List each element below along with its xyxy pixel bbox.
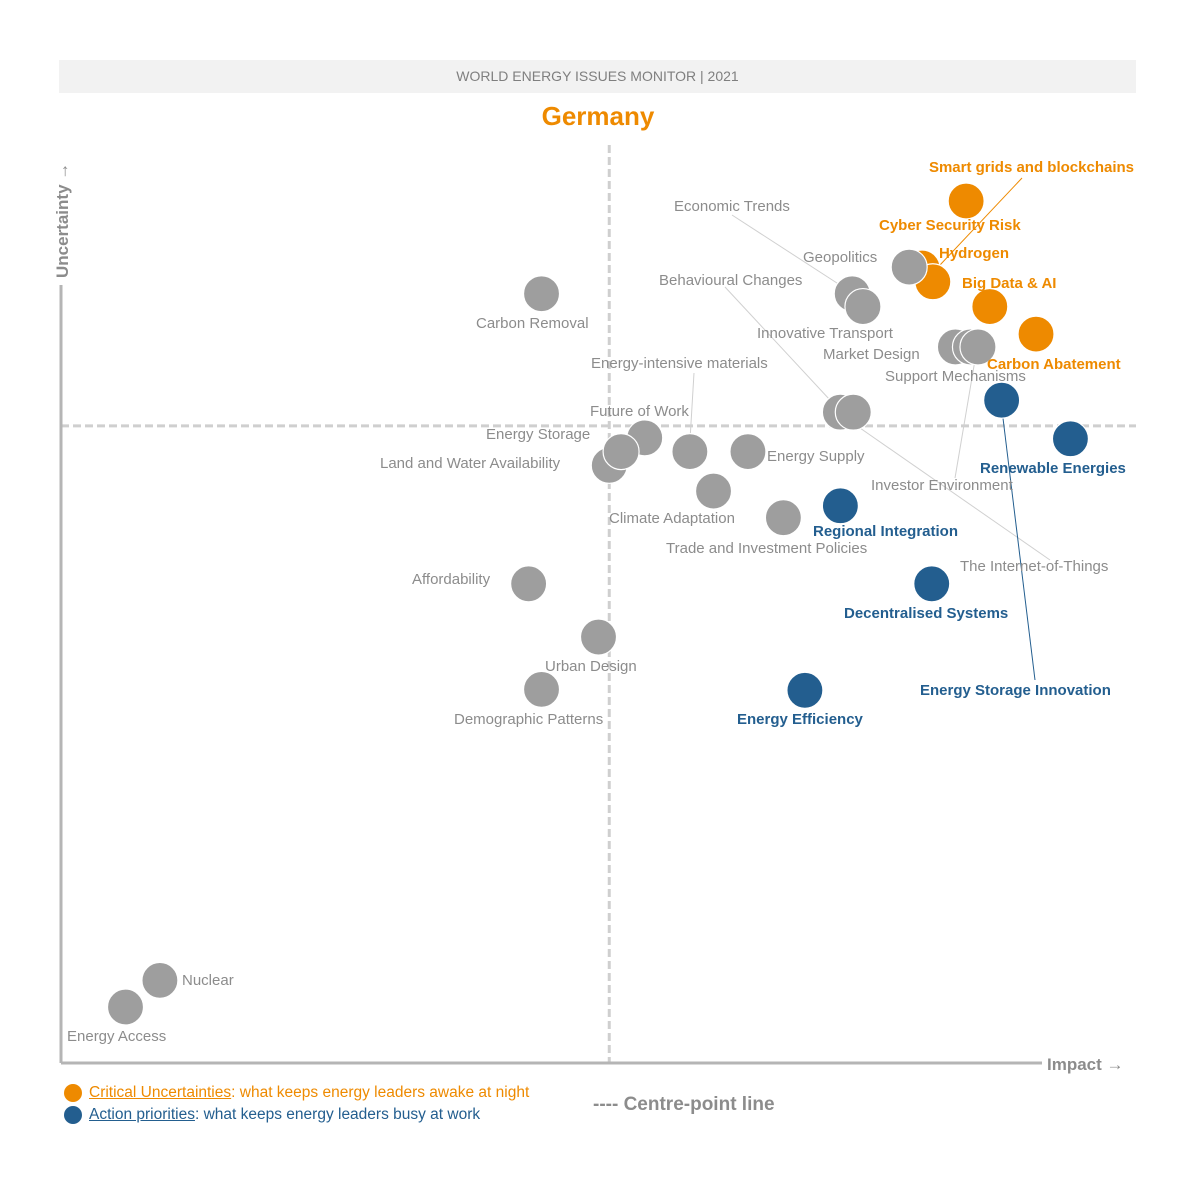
data-point[interactable] [834, 393, 872, 431]
data-point[interactable] [141, 961, 179, 999]
data-point[interactable] [947, 182, 985, 220]
data-point[interactable] [764, 499, 803, 537]
point-label: Energy Storage Innovation [920, 682, 1111, 699]
point-label: Economic Trends [674, 198, 790, 215]
data-point[interactable] [729, 433, 767, 471]
data-point[interactable] [602, 433, 640, 471]
data-point[interactable] [890, 248, 928, 286]
point-label: Cyber Security Risk [879, 217, 1021, 234]
leader-line [724, 286, 831, 401]
legend-action: Action priorities : what keeps energy le… [64, 1104, 529, 1126]
leader-lines [689, 177, 1051, 681]
orange-dot-icon [64, 1084, 82, 1102]
data-point[interactable] [983, 381, 1021, 419]
point-label: Decentralised Systems [844, 605, 1008, 622]
data-point[interactable] [522, 670, 561, 708]
data-point[interactable] [913, 565, 951, 603]
data-point[interactable] [786, 671, 824, 709]
report-banner: WORLD ENERGY ISSUES MONITOR | 2021 [59, 60, 1136, 93]
point-label: Geopolitics [803, 249, 877, 266]
legend-centre-line: ---- Centre-point line [593, 1094, 775, 1115]
point-label: Regional Integration [813, 523, 958, 540]
data-point[interactable] [959, 328, 997, 366]
point-label: Trade and Investment Policies [666, 540, 867, 557]
data-point[interactable] [522, 275, 561, 313]
legend-critical-term[interactable]: Critical Uncertainties [89, 1084, 232, 1101]
point-label: Energy Access [67, 1028, 166, 1045]
point-labels: Smart grids and blockchains Cyber Securit… [67, 159, 1134, 1045]
point-label: Innovative Transport [757, 325, 894, 342]
leader-line [859, 427, 1051, 561]
data-point[interactable] [106, 988, 145, 1026]
leader-line [954, 359, 976, 479]
point-label: Energy Supply [767, 448, 865, 465]
point-label: Smart grids and blockchains [929, 159, 1134, 176]
point-label: Energy Efficiency [737, 711, 864, 728]
point-label: Market Design [823, 346, 920, 363]
point-label: Behavioural Changes [659, 272, 802, 289]
point-label: Investor Environment [871, 477, 1014, 494]
point-label: Renewable Energies [980, 460, 1126, 477]
point-label: Carbon Removal [476, 315, 589, 332]
legend-critical-desc: : what keeps energy leaders awake at nig… [231, 1084, 530, 1101]
point-label: Urban Design [545, 658, 637, 675]
point-label: Future of Work [590, 403, 689, 420]
y-axis-label: Uncertainty → [53, 163, 72, 278]
legend: Critical Uncertainties : what keeps ener… [64, 1082, 529, 1126]
blue-dot-icon [64, 1106, 82, 1124]
point-label: Affordability [412, 571, 491, 588]
data-point[interactable] [510, 565, 548, 603]
legend-action-term[interactable]: Action priorities [89, 1106, 195, 1123]
leader-line [731, 214, 841, 286]
data-point[interactable] [821, 487, 859, 525]
data-points [106, 182, 1090, 1026]
leader-line [1001, 409, 1036, 681]
point-label: Carbon Abatement [987, 356, 1121, 373]
leader-line [689, 372, 695, 441]
legend-critical: Critical Uncertainties : what keeps ener… [64, 1082, 529, 1104]
data-point[interactable] [671, 433, 709, 471]
point-label: Climate Adaptation [609, 510, 735, 527]
point-label: Big Data & AI [962, 275, 1056, 292]
point-label: Energy Storage [486, 426, 590, 443]
leader-line [939, 177, 1023, 266]
data-point[interactable] [1017, 315, 1055, 353]
point-label: Energy-intensive materials [591, 355, 768, 372]
data-point[interactable] [1051, 420, 1090, 458]
data-point[interactable] [971, 287, 1009, 326]
point-label: Demographic Patterns [454, 711, 603, 728]
x-axis-label: Impact → [1047, 1055, 1124, 1074]
point-label: Land and Water Availability [380, 455, 561, 472]
point-label: The Internet-of-Things [960, 558, 1108, 575]
data-point[interactable] [844, 287, 882, 326]
legend-action-desc: : what keeps energy leaders busy at work [194, 1106, 481, 1123]
data-point[interactable] [694, 472, 733, 510]
point-label: Hydrogen [939, 245, 1009, 262]
point-label: Support Mechanisms [885, 368, 1026, 385]
point-label: Nuclear [182, 972, 234, 989]
data-point[interactable] [579, 618, 618, 656]
chart-title: Germany [541, 101, 655, 131]
